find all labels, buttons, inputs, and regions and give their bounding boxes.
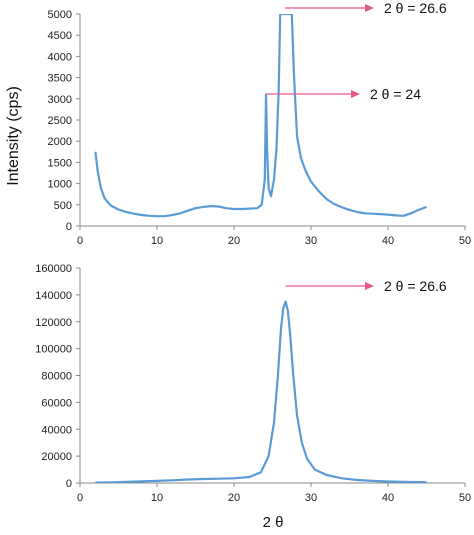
x-tick-label: 50	[459, 235, 471, 247]
x-tick-label: 0	[77, 235, 83, 247]
x-tick-label: 10	[151, 492, 163, 504]
y-tick-label: 40000	[41, 424, 72, 436]
peak-annotation-label: 2 θ = 26.6	[384, 0, 447, 16]
annotation-arrow-head	[365, 4, 374, 12]
x-tick-label: 30	[305, 235, 317, 247]
x-tick-label: 30	[305, 492, 317, 504]
y-tick-label: 2500	[48, 115, 72, 127]
y-tick-label: 60000	[41, 397, 72, 409]
y-tick-label: 2000	[48, 136, 72, 148]
top-diffraction-panel: 0500100015002000250030003500400045005000…	[48, 0, 472, 247]
annotation-arrow-head	[351, 90, 360, 98]
y-tick-label: 500	[54, 200, 72, 212]
y-tick-label: 4000	[48, 51, 72, 63]
y-tick-label: 5000	[48, 9, 72, 21]
peak-annotation-label: 2 θ = 26.6	[384, 278, 447, 294]
y-tick-label: 3000	[48, 94, 72, 106]
y-tick-label: 0	[66, 478, 72, 490]
x-tick-label: 40	[382, 235, 394, 247]
x-tick-label: 10	[151, 235, 163, 247]
annotation-arrow-head	[365, 282, 374, 290]
y-tick-label: 120000	[35, 317, 72, 329]
y-axis-label: Intensity (cps)	[5, 86, 22, 186]
y-tick-label: 80000	[41, 371, 72, 383]
x-tick-label: 20	[228, 492, 240, 504]
diffraction-series-line	[95, 300, 427, 483]
x-tick-label: 20	[228, 235, 240, 247]
y-tick-label: 3500	[48, 73, 72, 85]
x-tick-label: 40	[382, 492, 394, 504]
bottom-diffraction-panel: 0 20000 40000 60000 80000 100000 120000 140000 1…	[35, 263, 471, 504]
y-tick-label: 4500	[48, 30, 72, 42]
y-tick-label: 1500	[48, 157, 72, 169]
y-tick-label: 160000	[35, 263, 72, 275]
y-tick-label: 100000	[35, 344, 72, 356]
y-tick-label: 0	[66, 221, 72, 233]
y-tick-label: 140000	[35, 290, 72, 302]
diffraction-series-line	[94, 14, 427, 218]
x-tick-label: 50	[459, 492, 471, 504]
peak-annotation-label: 2 θ = 24	[370, 86, 421, 102]
y-tick-label: 20000	[41, 451, 72, 463]
x-tick-label: 0	[77, 492, 83, 504]
y-tick-label: 1000	[48, 179, 72, 191]
x-axis-label: 2 θ	[263, 514, 284, 531]
